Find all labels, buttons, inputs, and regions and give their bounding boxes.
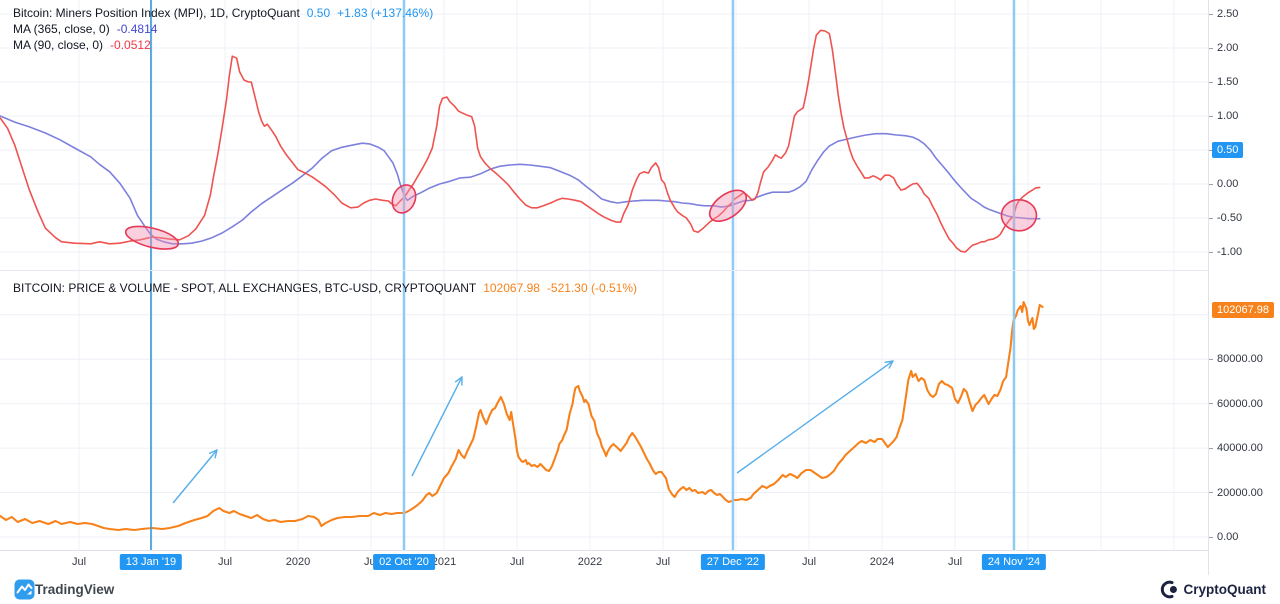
y-axis-tick-label: 1.00 (1209, 109, 1280, 123)
crossover-ellipse-annotation[interactable] (388, 181, 420, 216)
y-axis-tick-label: 0.00 (1209, 530, 1280, 544)
footer-bar: TradingView CryptoQuant (0, 575, 1280, 604)
x-axis-tick-label: 2021 (431, 556, 457, 568)
panel-separator[interactable] (0, 270, 1280, 271)
cryptoquant-logo-icon (1160, 580, 1177, 599)
price-title: BITCOIN: PRICE & VOLUME - SPOT, ALL EXCH… (13, 281, 477, 295)
ma365-label: MA (365, close, 0) (13, 22, 110, 36)
y-axis-tick-label: 20000.00 (1209, 486, 1280, 500)
y-axis-tick-label: 40000.00 (1209, 441, 1280, 455)
y-axis-tick-label: -0.50 (1209, 211, 1280, 225)
y-axis-tick-label: 2.50 (1209, 7, 1280, 21)
y-axis-tick-label: 80000.00 (1209, 352, 1280, 366)
btc-price-series-line (0, 300, 1044, 532)
mpi-legend-title-row[interactable]: Bitcoin: Miners Position Index (MPI), 1D… (13, 5, 433, 21)
mpi-change: +1.83 (+137.46%) (337, 6, 434, 20)
ma365-series-line (0, 115, 1041, 245)
ma90-label: MA (90, close, 0) (13, 38, 104, 52)
date-marker-badge[interactable]: 27 Dec '22 (700, 554, 766, 570)
trend-arrow-annotation[interactable] (411, 376, 463, 477)
x-axis-tick-label: Jul (801, 556, 817, 568)
mpi-title: Bitcoin: Miners Position Index (MPI), 1D… (13, 6, 300, 20)
tradingview-link[interactable]: TradingView (0, 579, 114, 600)
ma365-legend-row[interactable]: MA (365, close, 0) -0.4814 (13, 21, 433, 37)
y-axis-tick-label: 0.00 (1209, 177, 1280, 191)
date-marker-badge[interactable]: 02 Oct '20 (373, 554, 435, 570)
trend-arrowhead (208, 449, 218, 454)
price-change: -521.30 (-0.51%) (546, 281, 637, 295)
trend-arrowhead (884, 360, 894, 363)
x-axis-tick-label: Jul (655, 556, 671, 568)
trend-arrowhead (214, 449, 218, 459)
trend-arrowhead (888, 360, 894, 369)
trend-arrow-annotation[interactable] (736, 360, 894, 474)
mpi-last-value: 0.50 (306, 6, 331, 20)
price-scale-axis[interactable]: 0.50 102067.98 2.502.001.501.000.500.00-… (1208, 0, 1280, 575)
ma90-legend-row[interactable]: MA (90, close, 0) -0.0512 (13, 37, 433, 53)
y-axis-tick-label: 1.50 (1209, 75, 1280, 89)
y-axis-tick-label: 2.00 (1209, 41, 1280, 55)
y-axis-tick-label: -1.00 (1209, 245, 1280, 259)
chart-plot-area[interactable] (0, 0, 1208, 550)
x-axis-tick-label: Jul (217, 556, 233, 568)
mpi-legend[interactable]: Bitcoin: Miners Position Index (MPI), 1D… (13, 5, 433, 53)
price-legend[interactable]: BITCOIN: PRICE & VOLUME - SPOT, ALL EXCH… (13, 280, 637, 296)
ma90-series-line (0, 29, 1041, 253)
price-last-value: 102067.98 (483, 281, 540, 295)
mpi-axis-tag: 0.50 (1212, 142, 1244, 158)
date-marker-badge[interactable]: 13 Jan '19 (119, 554, 183, 570)
tradingview-brand-text: TradingView (35, 582, 115, 597)
crossover-ellipse-annotation[interactable] (704, 184, 751, 227)
ma365-value: -0.4814 (116, 22, 158, 36)
y-axis-tick-label: 60000.00 (1209, 397, 1280, 411)
trend-arrowhead (454, 376, 463, 383)
x-axis-tick-label: Jul (71, 556, 87, 568)
cryptoquant-brand-text: CryptoQuant (1183, 582, 1267, 597)
x-axis-tick-label: 2024 (869, 556, 895, 568)
cryptoquant-link[interactable]: CryptoQuant (1160, 580, 1280, 599)
trend-arrow-annotation[interactable] (172, 449, 218, 504)
date-marker-badge[interactable]: 24 Nov '24 (981, 554, 1047, 570)
ma90-value: -0.0512 (110, 38, 151, 52)
crossover-ellipse-annotation[interactable] (1000, 198, 1038, 232)
crossover-ellipse-annotation[interactable] (124, 222, 181, 253)
x-axis-tick-label: Jul (947, 556, 963, 568)
x-axis-tick-label: Jul (509, 556, 525, 568)
price-axis-tag: 102067.98 (1212, 302, 1274, 318)
time-scale-axis[interactable]: Jul Jul 2020 Jul 2021 Jul 2022 Jul Jul 2024 Jul 13 … (0, 550, 1208, 576)
tradingview-logo-icon (14, 579, 35, 600)
x-axis-tick-label: 2022 (577, 556, 603, 568)
x-axis-tick-label: 2020 (285, 556, 311, 568)
